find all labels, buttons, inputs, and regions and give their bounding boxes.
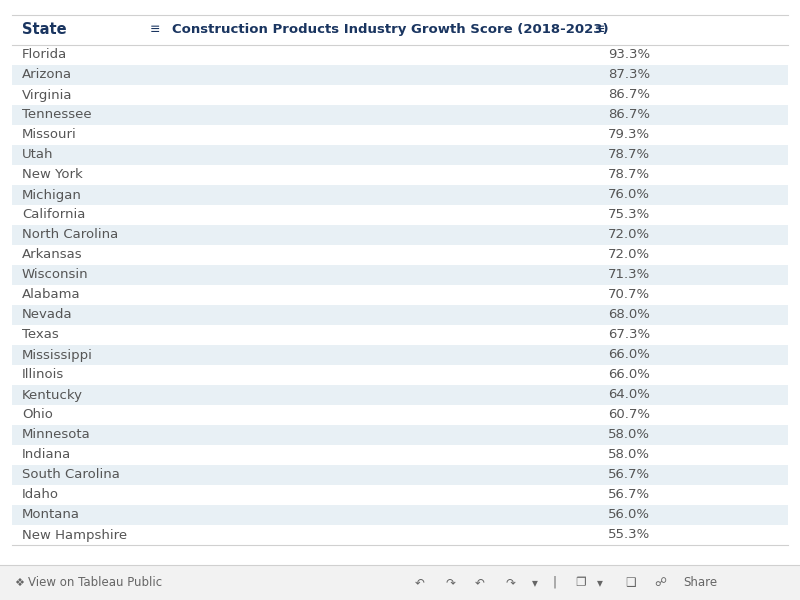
Text: Arkansas: Arkansas xyxy=(22,248,82,262)
Text: 93.3%: 93.3% xyxy=(608,49,650,61)
Text: 58.0%: 58.0% xyxy=(608,449,650,461)
Text: New Hampshire: New Hampshire xyxy=(22,529,127,541)
Text: Florida: Florida xyxy=(22,49,67,61)
Text: 60.7%: 60.7% xyxy=(608,409,650,421)
Text: 78.7%: 78.7% xyxy=(608,148,650,161)
Text: 67.3%: 67.3% xyxy=(608,329,650,341)
Text: Indiana: Indiana xyxy=(22,449,71,461)
Text: Tennessee: Tennessee xyxy=(22,109,92,121)
Text: ▾: ▾ xyxy=(532,576,538,589)
Text: 86.7%: 86.7% xyxy=(608,109,650,121)
Text: 78.7%: 78.7% xyxy=(608,169,650,181)
Bar xyxy=(12,125,788,145)
Text: Mississippi: Mississippi xyxy=(22,349,93,361)
Text: Share: Share xyxy=(683,576,717,589)
Text: 70.7%: 70.7% xyxy=(608,289,650,301)
Text: 56.7%: 56.7% xyxy=(608,488,650,502)
Text: 55.3%: 55.3% xyxy=(608,529,650,541)
Bar xyxy=(12,85,788,105)
Text: Construction Products Industry Growth Score (2018-2023): Construction Products Industry Growth Sc… xyxy=(172,23,608,37)
Text: 64.0%: 64.0% xyxy=(608,389,650,401)
Text: ☍: ☍ xyxy=(654,576,666,589)
Bar xyxy=(12,225,788,245)
Bar xyxy=(12,165,788,185)
Text: ❐: ❐ xyxy=(574,576,586,589)
Text: 79.3%: 79.3% xyxy=(608,128,650,142)
Text: ↶: ↶ xyxy=(415,576,425,589)
Text: Wisconsin: Wisconsin xyxy=(22,269,89,281)
Text: ▾: ▾ xyxy=(597,576,603,589)
Bar xyxy=(12,45,788,65)
Text: 68.0%: 68.0% xyxy=(608,308,650,322)
Text: Missouri: Missouri xyxy=(22,128,77,142)
Bar xyxy=(12,405,788,425)
Text: Illinois: Illinois xyxy=(22,368,64,382)
Bar xyxy=(12,425,788,445)
Text: 71.3%: 71.3% xyxy=(608,269,650,281)
Text: State: State xyxy=(22,22,66,37)
Text: Utah: Utah xyxy=(22,148,54,161)
Bar xyxy=(12,205,788,225)
Text: Virginia: Virginia xyxy=(22,88,73,101)
Bar xyxy=(12,485,788,505)
Bar xyxy=(12,285,788,305)
Text: ❑: ❑ xyxy=(625,576,635,589)
Text: Kentucky: Kentucky xyxy=(22,389,83,401)
Bar xyxy=(12,105,788,125)
Text: New York: New York xyxy=(22,169,82,181)
Text: 75.3%: 75.3% xyxy=(608,208,650,221)
Bar xyxy=(12,345,788,365)
Text: ❖: ❖ xyxy=(14,577,24,587)
Text: 76.0%: 76.0% xyxy=(608,188,650,202)
Text: Idaho: Idaho xyxy=(22,488,59,502)
Bar xyxy=(12,185,788,205)
Text: 86.7%: 86.7% xyxy=(608,88,650,101)
Bar xyxy=(12,65,788,85)
Text: ↷: ↷ xyxy=(505,576,515,589)
Text: 58.0%: 58.0% xyxy=(608,428,650,442)
Bar xyxy=(0,565,800,600)
Bar xyxy=(12,145,788,165)
Text: 66.0%: 66.0% xyxy=(608,368,650,382)
Bar xyxy=(12,325,788,345)
Text: |: | xyxy=(553,576,557,589)
Bar xyxy=(12,505,788,525)
Bar xyxy=(12,385,788,405)
Bar xyxy=(12,445,788,465)
Text: 72.0%: 72.0% xyxy=(608,248,650,262)
Bar xyxy=(12,245,788,265)
Text: California: California xyxy=(22,208,86,221)
Text: 66.0%: 66.0% xyxy=(608,349,650,361)
Text: Texas: Texas xyxy=(22,329,58,341)
Text: ↷: ↷ xyxy=(445,576,455,589)
Bar xyxy=(12,365,788,385)
Text: Ohio: Ohio xyxy=(22,409,53,421)
Text: ↶: ↶ xyxy=(475,576,485,589)
Bar xyxy=(12,525,788,545)
Bar xyxy=(12,305,788,325)
Text: South Carolina: South Carolina xyxy=(22,469,120,481)
Bar xyxy=(12,465,788,485)
Text: View on Tableau Public: View on Tableau Public xyxy=(28,576,162,589)
Text: Alabama: Alabama xyxy=(22,289,81,301)
Bar xyxy=(12,265,788,285)
Text: 72.0%: 72.0% xyxy=(608,229,650,241)
Text: Michigan: Michigan xyxy=(22,188,82,202)
Text: Minnesota: Minnesota xyxy=(22,428,90,442)
Text: Arizona: Arizona xyxy=(22,68,72,82)
Text: Montana: Montana xyxy=(22,509,80,521)
Text: ≡: ≡ xyxy=(594,23,606,37)
Text: ≡: ≡ xyxy=(150,23,160,37)
Text: 56.0%: 56.0% xyxy=(608,509,650,521)
Text: North Carolina: North Carolina xyxy=(22,229,118,241)
Text: 87.3%: 87.3% xyxy=(608,68,650,82)
Text: 56.7%: 56.7% xyxy=(608,469,650,481)
Text: Nevada: Nevada xyxy=(22,308,73,322)
